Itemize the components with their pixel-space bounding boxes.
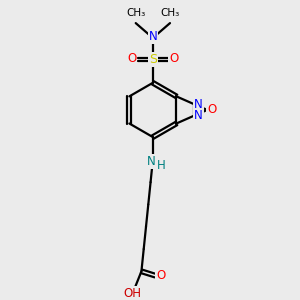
Text: S: S	[149, 53, 157, 66]
Text: O: O	[127, 52, 136, 65]
Text: H: H	[157, 159, 165, 172]
Text: O: O	[169, 52, 178, 65]
Text: OH: OH	[124, 287, 142, 300]
Text: CH₃: CH₃	[160, 8, 180, 18]
Text: N: N	[148, 30, 157, 43]
Text: O: O	[156, 268, 166, 281]
Text: N: N	[194, 98, 203, 111]
Text: N: N	[194, 109, 203, 122]
Text: N: N	[147, 155, 156, 168]
Text: O: O	[207, 103, 216, 116]
Text: CH₃: CH₃	[126, 8, 145, 18]
